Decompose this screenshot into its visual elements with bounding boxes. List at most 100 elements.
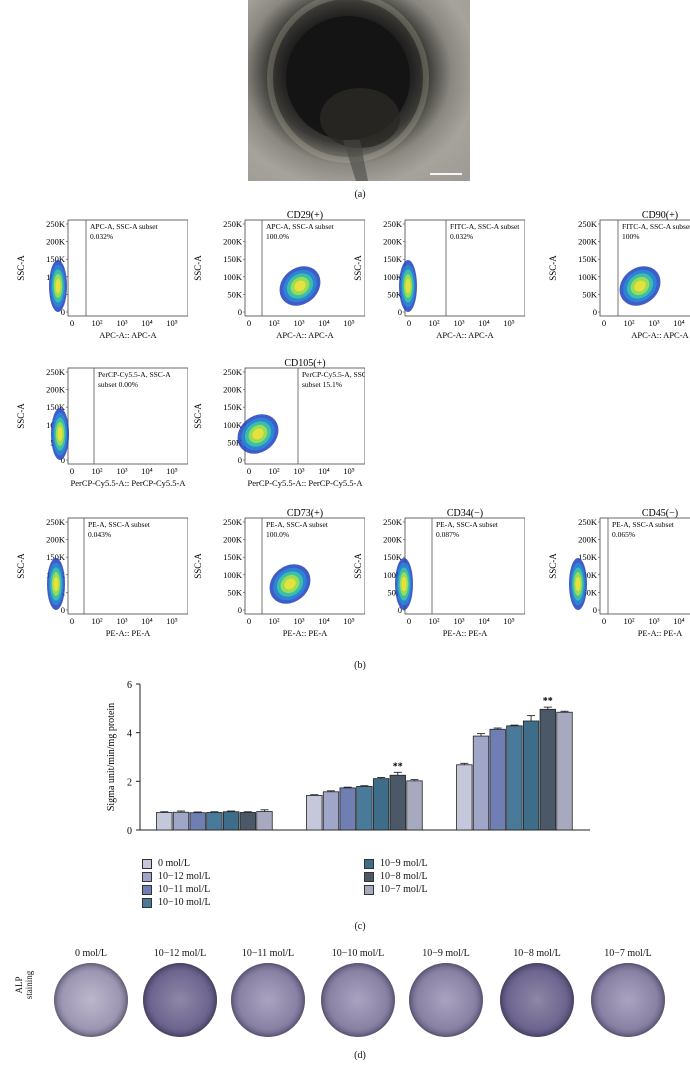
x-tick-label: 10⁵ <box>166 616 178 626</box>
y-tick-label: 0 <box>61 307 65 317</box>
panel-b-label: (b) <box>354 660 366 671</box>
x-axis-label: PE-A:: PE-A <box>443 628 488 638</box>
x-axis-label: PE-A:: PE-A <box>638 628 683 638</box>
y-tick-label: 6 <box>127 680 132 691</box>
bar <box>156 812 173 831</box>
density-cloud <box>53 576 59 592</box>
alp-stained-dish <box>143 963 217 1037</box>
plot-frame <box>244 517 365 615</box>
x-tick-label: 10⁵ <box>166 318 178 328</box>
x-tick-label: 10⁴ <box>673 616 685 626</box>
x-tick-label: 10³ <box>293 616 305 626</box>
density-cloud <box>575 576 581 592</box>
gate-percent: 100.0% <box>266 530 289 539</box>
y-axis-label: Sigma unit/min/mg protein <box>106 703 117 811</box>
dish-label: 10−9 mol/L <box>422 948 470 959</box>
flow-plot-title: CD29(+) <box>287 210 323 221</box>
y-tick-label: 0 <box>593 307 597 317</box>
x-tick-label: 10⁵ <box>343 318 355 328</box>
y-tick-label: 0 <box>398 605 402 615</box>
y-tick-label: 0 <box>238 605 242 615</box>
flow-plot: 250K200K150K100K50K0SSC-A010²10³10⁴10⁵AP… <box>16 219 188 340</box>
density-cloud <box>405 278 411 294</box>
x-tick-label: 10² <box>91 616 103 626</box>
flow-plot: 250K200K150K100K50K0SSC-A010²10³10⁴10⁵PE… <box>16 517 188 638</box>
alp-row-label-line2: staining <box>24 970 34 1000</box>
y-tick-label: 200K <box>383 237 403 247</box>
bar <box>406 780 423 831</box>
y-tick-label: 150K <box>223 552 243 562</box>
scale-bar <box>430 173 462 175</box>
y-tick-label: 0 <box>61 605 65 615</box>
legend-label: 10−8 mol/L <box>380 871 428 882</box>
gate-text: FITC-A, SSC-A subset <box>622 222 690 231</box>
y-axis-label: SSC-A <box>16 255 26 281</box>
y-axis-label: SSC-A <box>193 403 203 429</box>
flow-plot-title: CD90(+) <box>642 210 678 221</box>
x-tick-label: 10² <box>268 466 280 476</box>
x-axis-label: APC-A:: APC-A <box>436 330 494 340</box>
x-tick-label: 10² <box>268 318 280 328</box>
x-tick-label: 10³ <box>648 318 660 328</box>
bar <box>322 791 340 831</box>
x-tick-label: 10² <box>268 616 280 626</box>
legend-swatch <box>142 871 152 882</box>
alp-stained-dish <box>321 963 395 1037</box>
y-tick-label: 100K <box>383 570 403 580</box>
legend-item: 0 mol/L <box>142 858 190 869</box>
gate-percent: 100.0% <box>266 232 289 241</box>
y-tick-label: 200K <box>223 237 243 247</box>
y-tick-label: 0 <box>398 307 402 317</box>
y-axis-label: SSC-A <box>193 255 203 281</box>
x-tick-label: 10² <box>91 466 103 476</box>
y-tick-label: 200K <box>578 237 598 247</box>
alp-row-label-line1: ALP <box>14 976 24 994</box>
y-tick-label: 100K <box>578 570 598 580</box>
gate-text: PerCP-Cy5.5-A, SSC-A <box>302 370 365 379</box>
y-axis-label: SSC-A <box>16 403 26 429</box>
y-tick-label: 150K <box>223 402 243 412</box>
y-tick-label: 50K <box>227 587 243 597</box>
legend-label: 10−11 mol/L <box>158 884 211 895</box>
gate-text: APC-A, SSC-A subset <box>90 222 159 231</box>
x-axis-label: PE-A:: PE-A <box>106 628 151 638</box>
x-tick-label: 10⁵ <box>503 616 515 626</box>
flow-plot: CD29(+) 250K 200K 150K 100K 50K 0 SSC-A 0 10² 10³ 1… <box>193 210 365 340</box>
alp-stained-dish <box>409 963 483 1037</box>
y-tick-label: 250K <box>46 367 66 377</box>
y-tick-label: 150K <box>578 254 598 264</box>
plot-frame <box>404 517 525 615</box>
y-tick-label: 150K <box>46 254 66 264</box>
dish-label: 10−7 mol/L <box>604 948 652 959</box>
plot-frame <box>599 219 690 317</box>
y-axis-label: SSC-A <box>16 553 26 579</box>
x-tick-label: 0 <box>70 466 74 476</box>
bar <box>456 764 473 831</box>
gate-text: PE-A, SSC-A subset <box>266 520 329 529</box>
y-tick-label: 150K <box>383 254 403 264</box>
y-tick-label: 50K <box>227 437 243 447</box>
bar <box>472 735 490 831</box>
gate-text: APC-A, SSC-A subset <box>266 222 335 231</box>
x-tick-label: 10³ <box>116 466 128 476</box>
y-tick-label: 0 <box>593 605 597 615</box>
legend-label: 0 mol/L <box>158 858 190 869</box>
y-tick-label: 200K <box>46 385 66 395</box>
legend-item: 10−12 mol/L <box>142 871 211 882</box>
legend-item: 10−10 mol/L <box>142 897 211 908</box>
x-tick-label: 10² <box>91 318 103 328</box>
significance-marker: ** <box>393 761 403 772</box>
significance-marker: ** <box>543 696 553 707</box>
x-tick-label: 0 <box>247 318 251 328</box>
y-tick-label: 50K <box>582 289 598 299</box>
y-tick-label: 2 <box>127 777 132 788</box>
y-tick-label: 50K <box>387 587 403 597</box>
alp-row-label: ALP staining <box>14 965 34 1005</box>
gate-text: PE-A, SSC-A subset <box>612 520 675 529</box>
legend-swatch <box>142 858 152 869</box>
plot-frame <box>599 517 690 615</box>
y-tick-label: 100K <box>578 272 598 282</box>
dish-label: 10−12 mol/L <box>153 948 207 959</box>
flow-plot: CD34(−) 250K 200K 150K 100K 50K 0 SSC-A 0 10² 10³ 1… <box>353 508 525 638</box>
